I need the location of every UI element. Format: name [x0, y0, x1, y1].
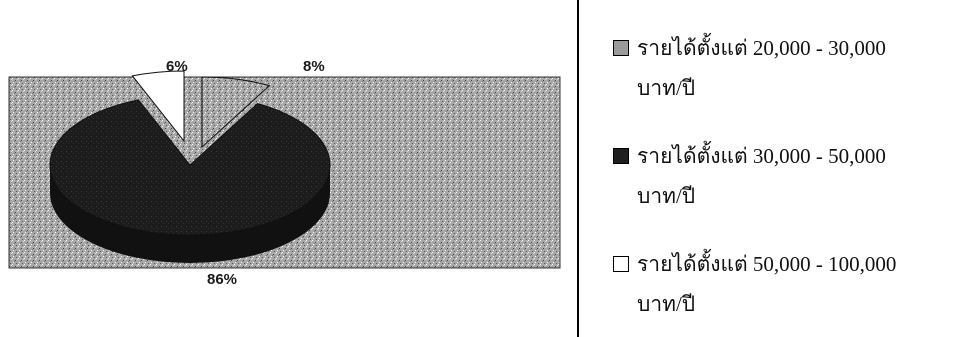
slice-label-86-percent: 86%: [207, 271, 238, 288]
legend: รายได้ตั้งแต่ 20,000 - 30,000 บาท/ปี ราย…: [577, 0, 960, 337]
pie-slice-side-86: [50, 165, 330, 263]
legend-label-unit: บาท/ปี: [637, 76, 696, 100]
slice-label-8-percent: 8%: [303, 58, 325, 75]
pie-slice-86: [49, 99, 331, 236]
legend-label: รายได้ตั้งแต่ 30,000 - 50,000: [637, 144, 886, 168]
pie-slices: [49, 70, 331, 263]
legend-label: รายได้ตั้งแต่ 50,000 - 100,000: [637, 252, 897, 276]
pie-chart: [8, 70, 561, 269]
legend-label-unit: บาท/ปี: [637, 184, 696, 208]
legend-swatch-gray: [613, 40, 629, 56]
pie-slice-6: [131, 70, 185, 143]
slice-label-6-percent: 6%: [166, 58, 188, 75]
pie-slice-8: [201, 76, 271, 149]
legend-label: รายได้ตั้งแต่ 20,000 - 30,000: [637, 36, 886, 60]
legend-swatch-white: [613, 256, 629, 272]
legend-label-unit: บาท/ปี: [637, 292, 696, 316]
legend-swatch-black: [613, 148, 629, 164]
